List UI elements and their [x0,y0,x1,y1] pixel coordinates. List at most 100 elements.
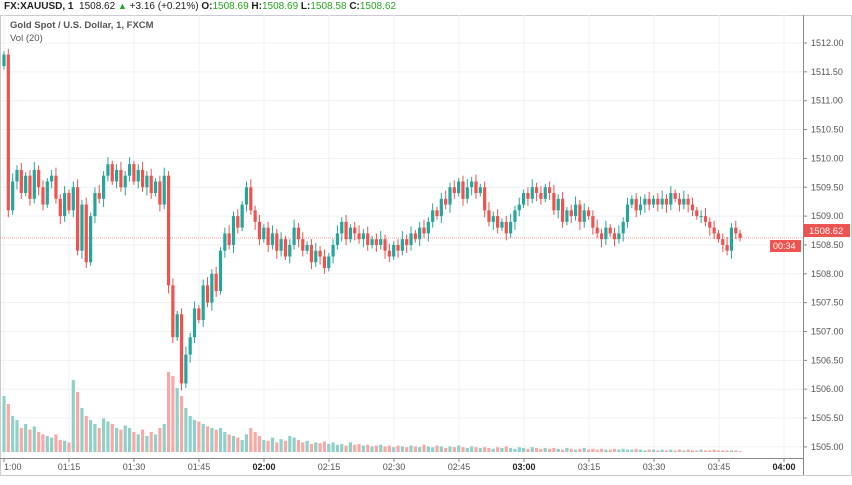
volume-bar [71,380,75,452]
high-label: H: [251,1,262,12]
candle-body [279,239,283,251]
volume-bar [314,442,318,452]
candle-body [500,221,504,228]
volume-bar [89,420,93,452]
candle-body [110,164,114,182]
candle-body [80,204,84,251]
candle-body [413,233,417,240]
candle-body [149,175,153,194]
candle-body [153,181,158,194]
candle-body [396,244,400,251]
candle-body [275,233,279,251]
volume-bar [591,448,595,452]
high-value: 1508.69 [261,1,299,12]
y-tick-label: 1508.50 [811,240,844,250]
candle-body [58,198,62,217]
candle-body [647,198,651,205]
candle-body [24,175,28,194]
volume-bar [214,429,218,452]
volume-bar [11,416,15,452]
volume-bar [426,446,430,452]
candle-body [309,244,314,263]
volume-bar [19,428,23,452]
volume-bar [309,444,314,452]
volume-bar [227,434,231,452]
candle-body [15,169,19,182]
candle-body [210,273,214,303]
volume-bar [630,449,634,452]
volume-bar [327,444,331,452]
candle-body [301,239,305,251]
volume-bar [734,450,738,452]
candle-body [28,175,32,199]
y-tick-label: 1509.50 [811,182,844,192]
candle-body [721,239,725,245]
volume-bar [106,421,110,452]
volume-bar [63,440,67,452]
y-tick-label: 1512.00 [811,38,844,48]
volume-bar [353,444,357,452]
volume-bar [664,450,669,452]
volume-bar [457,445,461,452]
volume-bar [296,440,301,452]
candle-body [591,216,595,228]
candle-body [586,210,591,217]
volume-bar [236,437,240,452]
volume-bar [6,404,10,452]
candle-body [426,221,430,234]
volume-bar [608,449,612,452]
volume-bar [32,426,36,452]
candle-body [188,337,192,355]
candle-body [457,181,461,194]
volume-bar [409,445,413,452]
volume-bar [270,437,275,452]
volume-bar [690,450,695,452]
volume-bar [448,446,452,452]
volume-bar [660,449,664,452]
candle-body [32,169,36,199]
volume-bar [50,437,54,452]
volume-bar [483,447,487,452]
candle-body [240,204,244,228]
volume-bar [556,448,560,452]
candle-body [283,239,288,257]
volume-bar [625,449,630,452]
candle-body [487,210,491,222]
x-tick-label: 04:00 [772,462,795,472]
y-tick-label: 1505.50 [811,413,844,423]
volume-bar [439,446,443,452]
y-tick-label: 1509.00 [811,211,844,221]
candle-body [474,181,478,194]
candle-body [305,244,309,251]
candle-body [171,285,175,338]
x-tick-label: 03:15 [578,462,601,472]
candle-body [214,273,218,292]
candle-body [461,181,465,199]
close-label: C: [349,1,360,12]
volume-bar [526,448,530,452]
volume-bar [379,444,383,452]
candle-body [6,54,10,211]
volume-bar [487,448,491,452]
candle-body [578,204,582,222]
candle-body [19,169,23,194]
volume-bar [383,446,387,452]
candle-body [738,233,742,239]
candle-body [218,250,223,292]
volume-bar [179,396,184,452]
volume-bar [24,424,28,452]
volume-bar [578,448,582,452]
candle-body [162,175,166,205]
candle-body [599,233,604,240]
candle-body [63,193,67,217]
candle-body [227,233,231,245]
volume-bar [470,446,474,452]
candle-body [435,210,439,217]
candle-body [634,198,638,211]
chart-legend: Gold Spot / U.S. Dollar, 1, FXCM Vol (20… [10,20,154,46]
volume-bar [638,449,643,452]
candle-body [97,193,101,199]
volume-bar [703,450,708,452]
candle-body [140,169,145,188]
